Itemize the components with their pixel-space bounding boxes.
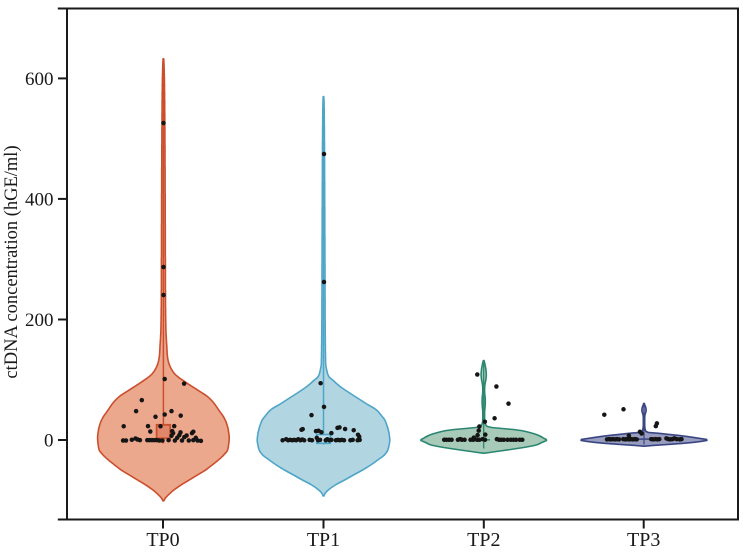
svg-text:200: 200 bbox=[25, 310, 54, 331]
svg-text:400: 400 bbox=[25, 189, 54, 210]
svg-text:TP3: TP3 bbox=[627, 529, 660, 551]
svg-text:600: 600 bbox=[25, 69, 54, 90]
svg-text:TP1: TP1 bbox=[307, 529, 340, 551]
svg-text:0: 0 bbox=[44, 431, 54, 452]
svg-text:ctDNA concentration (hGE/ml): ctDNA concentration (hGE/ml) bbox=[2, 145, 22, 378]
svg-text:TP2: TP2 bbox=[467, 529, 500, 551]
svg-text:TP0: TP0 bbox=[146, 529, 179, 551]
